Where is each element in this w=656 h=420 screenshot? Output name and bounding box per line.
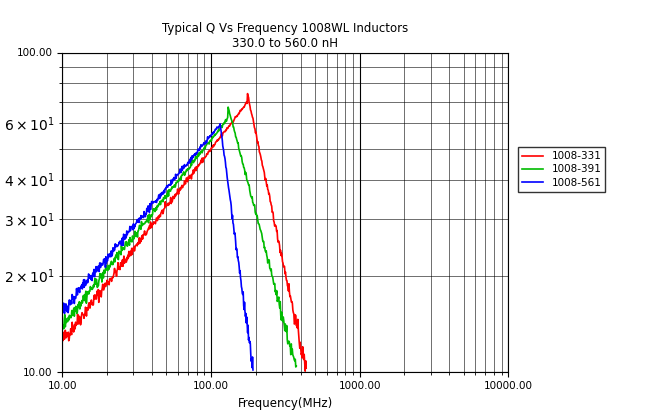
1008-331	[301, 369, 309, 374]
1008-331	[173, 191, 180, 196]
1008-331	[243, 99, 251, 104]
1008-391	[73, 310, 81, 315]
1008-391	[83, 301, 91, 306]
Line: 1008-561: 1008-561	[62, 124, 253, 370]
Legend: 1008-331, 1008-391, 1008-561: 1008-331, 1008-391, 1008-561	[518, 147, 605, 192]
1008-561	[94, 267, 102, 272]
1008-331	[302, 366, 310, 371]
1008-561	[209, 131, 217, 136]
1008-391	[209, 134, 217, 139]
1008-391	[106, 261, 114, 266]
Title: Typical Q Vs Frequency 1008WL Inductors
330.0 to 560.0 nH: Typical Q Vs Frequency 1008WL Inductors …	[162, 22, 409, 50]
1008-391	[224, 105, 232, 110]
1008-331	[154, 215, 162, 220]
Line: 1008-391: 1008-391	[62, 107, 297, 367]
1008-391	[292, 365, 300, 370]
1008-561	[121, 233, 129, 238]
1008-561	[108, 248, 115, 253]
Y-axis label: Q Factor: Q Factor	[0, 188, 1, 236]
1008-331	[253, 132, 260, 137]
1008-391	[111, 259, 119, 264]
1008-331	[89, 302, 97, 307]
1008-561	[249, 368, 257, 373]
1008-561	[66, 297, 73, 302]
1008-391	[58, 327, 66, 332]
1008-561	[90, 267, 98, 272]
1008-391	[156, 199, 164, 204]
Line: 1008-331: 1008-331	[62, 94, 306, 371]
X-axis label: Frequency(MHz): Frequency(MHz)	[237, 397, 333, 410]
1008-391	[293, 364, 300, 369]
1008-561	[216, 121, 224, 126]
1008-331	[243, 91, 251, 96]
1008-561	[58, 309, 66, 314]
1008-331	[259, 166, 267, 171]
1008-331	[58, 336, 66, 341]
